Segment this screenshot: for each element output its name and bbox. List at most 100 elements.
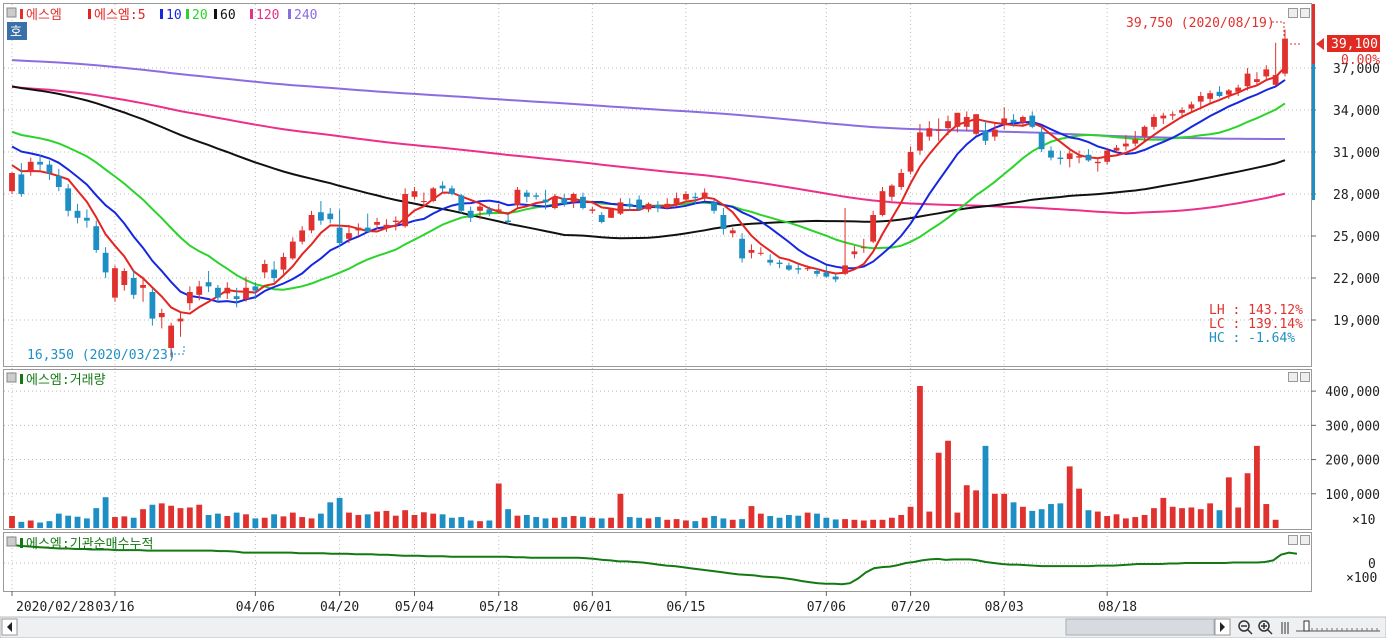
candle-body: [514, 189, 521, 206]
legend-ma240[interactable]: 240: [294, 8, 317, 23]
volume-bar: [327, 502, 334, 528]
candle-body: [233, 296, 240, 299]
panel-frames: [3, 3, 1312, 592]
legend-ma5[interactable]: 에스엠:5: [94, 8, 146, 23]
candle: [261, 259, 268, 278]
candle-body: [1010, 119, 1017, 123]
volume-bar: [158, 503, 165, 528]
volume-bar: [963, 485, 970, 528]
candle-body: [439, 185, 446, 189]
candle: [140, 276, 146, 302]
volume-bar: [589, 517, 596, 528]
candle-body: [1048, 150, 1054, 158]
candle: [786, 262, 792, 271]
candle-body: [654, 205, 661, 208]
candle: [18, 163, 25, 197]
volume-bar: [1263, 504, 1270, 528]
candle-body: [271, 269, 277, 278]
candle-body: [711, 202, 717, 211]
candle: [711, 199, 717, 214]
legend-marker-volume: [20, 374, 23, 384]
volume-panel-minimize-icon[interactable]: [1288, 372, 1298, 382]
candle-body: [1244, 73, 1251, 87]
legend-ma20[interactable]: 20: [192, 8, 208, 23]
candle: [757, 247, 764, 256]
high-pointer-line: [1272, 21, 1285, 38]
panel-collapse-icon[interactable]: [6, 7, 17, 18]
candle: [1216, 86, 1223, 98]
candle-body: [430, 188, 437, 201]
net-panel-maximize-icon[interactable]: [1300, 535, 1310, 545]
candle-body: [121, 271, 128, 285]
candle: [1029, 111, 1036, 129]
candle-body: [1029, 115, 1036, 127]
price-type-badge[interactable]: [7, 22, 27, 40]
legend-ma10[interactable]: 10: [166, 8, 182, 23]
volume-bar: [299, 517, 306, 528]
legend-ma60[interactable]: 60: [220, 8, 236, 23]
candle: [392, 216, 399, 231]
volume-bar: [1216, 510, 1223, 528]
candle: [898, 168, 905, 190]
volume-bar: [55, 513, 62, 528]
volume-bar: [486, 520, 493, 528]
volume-bar: [1188, 507, 1195, 528]
volume-bar: [83, 518, 90, 528]
candle: [664, 198, 671, 210]
volume-bar: [149, 504, 156, 528]
volume-bar: [1104, 516, 1111, 528]
candle: [1010, 114, 1017, 127]
net-panel-icon[interactable]: [6, 536, 17, 547]
candle-body: [701, 192, 708, 199]
candle: [243, 276, 249, 302]
candle-body: [55, 175, 62, 187]
volume-panel-maximize-icon[interactable]: [1300, 372, 1310, 382]
volume-bar: [37, 522, 43, 528]
bottom-scrollbar[interactable]: [0, 616, 1386, 639]
candle: [411, 187, 418, 200]
legend-volume[interactable]: 에스엠:거래량: [26, 373, 106, 388]
legend-marker-ma120: [250, 9, 253, 19]
scroll-thumb[interactable]: [1065, 618, 1215, 636]
volume-panel-icon[interactable]: [6, 372, 17, 383]
candle: [561, 194, 568, 207]
volume-bar: [533, 517, 540, 528]
candle-body: [673, 198, 680, 204]
price-legend: 호 에스엠 에스엠:5 10 20 60 120 240: [6, 7, 317, 40]
legend-ma120[interactable]: 120: [256, 8, 279, 23]
candle-body: [542, 199, 549, 203]
volume-bar: [364, 514, 371, 528]
candle: [842, 208, 848, 276]
zoom-in-icon[interactable]: [1258, 620, 1273, 635]
candle: [636, 195, 643, 211]
zoom-slider-handle[interactable]: [1303, 620, 1310, 632]
volume-bar: [580, 516, 586, 528]
volume-bar: [93, 508, 100, 528]
candle: [963, 111, 970, 131]
zoom-out-icon[interactable]: [1238, 620, 1253, 635]
candle: [93, 220, 100, 253]
candle: [673, 192, 680, 207]
candle: [55, 168, 62, 192]
candle-body: [336, 227, 343, 243]
volume-bar: [711, 516, 717, 528]
price-y-axis: 19,000 22,000 25,000 28,000 31,000 34,000 37,0…: [1311, 62, 1380, 329]
candle: [449, 185, 455, 196]
zoom-slider-icon[interactable]: [1281, 622, 1289, 634]
candle-body: [205, 282, 212, 287]
candle-body: [449, 188, 455, 194]
volume-bar: [102, 497, 109, 528]
candle: [991, 122, 998, 141]
volume-bar: [1254, 445, 1260, 528]
candle: [851, 245, 858, 259]
legend-name[interactable]: 에스엠: [26, 8, 62, 23]
price-panel-maximize-icon[interactable]: [1300, 8, 1310, 18]
price-tick-label: 31,000: [1333, 146, 1380, 161]
volume-bar: [317, 513, 324, 528]
net-panel-minimize-icon[interactable]: [1288, 535, 1298, 545]
candle-body: [589, 209, 596, 211]
volume-tick-label: 100,000: [1325, 488, 1380, 503]
price-panel-minimize-icon[interactable]: [1288, 8, 1298, 18]
candle-body: [299, 230, 306, 242]
legend-net[interactable]: 에스엠:기관순매수누적: [26, 537, 153, 552]
